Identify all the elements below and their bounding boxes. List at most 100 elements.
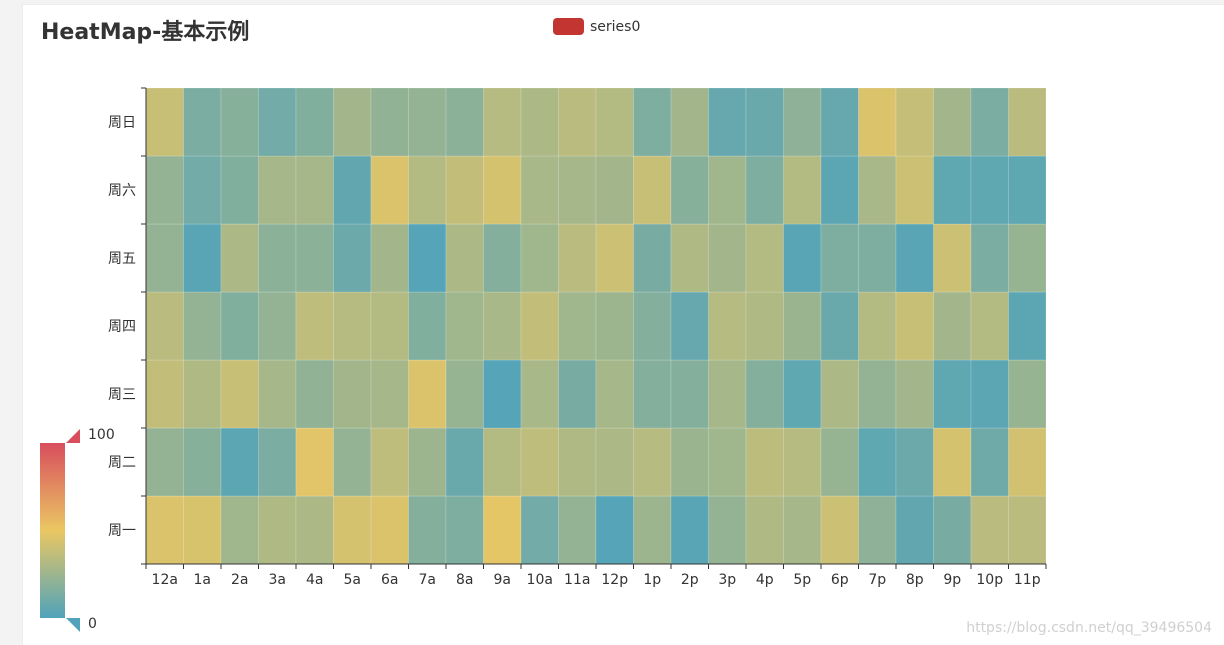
heatmap-cell[interactable] [521,496,559,564]
heatmap-cell[interactable] [334,292,372,360]
heatmap-cell[interactable] [634,428,672,496]
heatmap-cell[interactable] [221,360,259,428]
heatmap-cell[interactable] [784,156,822,224]
heatmap-cell[interactable] [596,292,634,360]
heatmap-cell[interactable] [821,156,859,224]
heatmap-cell[interactable] [934,224,972,292]
heatmap-cell[interactable] [221,292,259,360]
heatmap-cell[interactable] [784,292,822,360]
heatmap-cell[interactable] [746,88,784,156]
heatmap-cell[interactable] [559,496,597,564]
heatmap-cell[interactable] [446,496,484,564]
heatmap-cell[interactable] [596,88,634,156]
heatmap-cell[interactable] [709,360,747,428]
heatmap-cell[interactable] [259,88,297,156]
heatmap-cell[interactable] [784,88,822,156]
heatmap-cell[interactable] [896,156,934,224]
heatmap-cell[interactable] [221,224,259,292]
heatmap-cell[interactable] [671,224,709,292]
heatmap-cell[interactable] [184,88,222,156]
heatmap-cell[interactable] [596,224,634,292]
heatmap-cell[interactable] [596,360,634,428]
heatmap-cell[interactable] [559,360,597,428]
heatmap-cell[interactable] [559,292,597,360]
heatmap-cell[interactable] [409,156,447,224]
heatmap-cell[interactable] [446,156,484,224]
heatmap-cell[interactable] [296,224,334,292]
heatmap-cell[interactable] [1009,292,1047,360]
heatmap-cell[interactable] [559,88,597,156]
heatmap-cell[interactable] [971,156,1009,224]
heatmap-cell[interactable] [971,292,1009,360]
heatmap-cell[interactable] [371,428,409,496]
heatmap-cell[interactable] [446,88,484,156]
heatmap-cell[interactable] [859,292,897,360]
heatmap-cell[interactable] [259,292,297,360]
visual-map-gradient[interactable] [40,443,65,618]
heatmap-cell[interactable] [521,156,559,224]
heatmap-cell[interactable] [671,428,709,496]
heatmap-cell[interactable] [821,292,859,360]
heatmap-cell[interactable] [971,224,1009,292]
heatmap-cell[interactable] [559,224,597,292]
heatmap-cell[interactable] [859,224,897,292]
heatmap-cell[interactable] [1009,496,1047,564]
heatmap-cell[interactable] [859,88,897,156]
heatmap-cell[interactable] [746,496,784,564]
heatmap-cell[interactable] [859,428,897,496]
heatmap-cell[interactable] [484,428,522,496]
heatmap-cell[interactable] [221,88,259,156]
heatmap-cell[interactable] [971,360,1009,428]
heatmap-cell[interactable] [746,360,784,428]
heatmap-cell[interactable] [146,156,184,224]
heatmap-cell[interactable] [784,224,822,292]
visual-map-max-handle[interactable] [66,429,80,443]
heatmap-cell[interactable] [484,156,522,224]
heatmap-cell[interactable] [971,428,1009,496]
heatmap-cell[interactable] [184,224,222,292]
heatmap-cell[interactable] [409,292,447,360]
heatmap-cell[interactable] [709,156,747,224]
heatmap-cell[interactable] [146,88,184,156]
heatmap-cell[interactable] [934,360,972,428]
heatmap-cell[interactable] [146,224,184,292]
heatmap-cell[interactable] [821,428,859,496]
heatmap-cell[interactable] [521,88,559,156]
heatmap-cell[interactable] [484,360,522,428]
heatmap-cell[interactable] [671,360,709,428]
heatmap-cell[interactable] [709,224,747,292]
heatmap-cell[interactable] [634,156,672,224]
heatmap-cell[interactable] [596,428,634,496]
heatmap-cell[interactable] [184,496,222,564]
heatmap-cell[interactable] [334,224,372,292]
heatmap-cell[interactable] [821,88,859,156]
heatmap-cell[interactable] [371,496,409,564]
heatmap-cell[interactable] [409,428,447,496]
heatmap-cell[interactable] [634,496,672,564]
heatmap-cell[interactable] [484,88,522,156]
heatmap-cell[interactable] [709,496,747,564]
heatmap-cell[interactable] [896,496,934,564]
heatmap-cell[interactable] [221,156,259,224]
heatmap-cell[interactable] [521,360,559,428]
heatmap-cell[interactable] [146,496,184,564]
heatmap-cell[interactable] [521,292,559,360]
heatmap-cell[interactable] [934,88,972,156]
heatmap-cell[interactable] [334,428,372,496]
heatmap-cell[interactable] [1009,156,1047,224]
heatmap-cell[interactable] [371,292,409,360]
heatmap-cell[interactable] [746,292,784,360]
heatmap-cell[interactable] [296,156,334,224]
heatmap-cell[interactable] [334,496,372,564]
heatmap-cell[interactable] [934,156,972,224]
heatmap-cell[interactable] [521,428,559,496]
heatmap-cell[interactable] [821,224,859,292]
heatmap-cell[interactable] [821,496,859,564]
heatmap-cell[interactable] [259,156,297,224]
heatmap-cell[interactable] [484,292,522,360]
heatmap-cell[interactable] [634,292,672,360]
heatmap-cell[interactable] [446,360,484,428]
heatmap-cell[interactable] [859,360,897,428]
heatmap-cell[interactable] [146,360,184,428]
heatmap-cell[interactable] [371,88,409,156]
